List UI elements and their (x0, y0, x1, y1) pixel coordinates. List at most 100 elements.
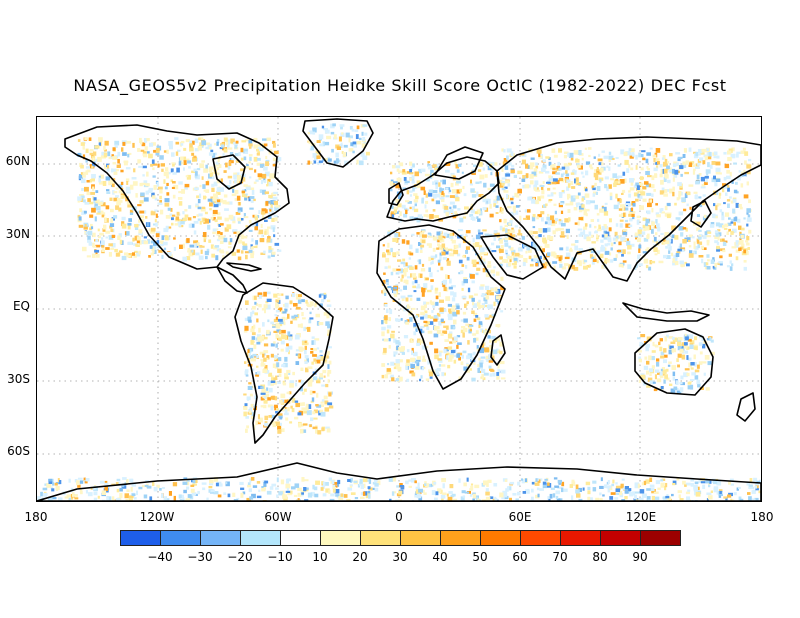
skill-cell (606, 165, 609, 168)
skill-cell (231, 193, 237, 197)
skill-cell (267, 319, 270, 323)
skill-cell (684, 484, 687, 487)
skill-cell (599, 492, 602, 496)
skill-cell (416, 342, 420, 346)
skill-cell (698, 255, 704, 258)
skill-cell (729, 260, 732, 264)
skill-cell (699, 351, 703, 355)
skill-cell (420, 375, 423, 379)
skill-cell (99, 232, 104, 236)
skill-cell (228, 241, 232, 245)
skill-cell (624, 489, 629, 494)
skill-cell (93, 491, 98, 496)
skill-cell (466, 355, 471, 360)
skill-cell (179, 156, 184, 161)
skill-cell (233, 142, 237, 145)
skill-cell (354, 497, 359, 500)
skill-cell (275, 411, 278, 414)
skill-cell (462, 239, 467, 244)
skill-cell (216, 190, 221, 195)
skill-cell (275, 310, 280, 313)
skill-cell (300, 428, 304, 434)
skill-cell (609, 195, 613, 201)
skill-cell (144, 484, 149, 487)
skill-cell (655, 161, 659, 165)
skill-cell (82, 199, 86, 203)
skill-cell (434, 348, 439, 354)
skill-cell (243, 411, 247, 417)
skill-cell (270, 395, 275, 400)
skill-cell (396, 168, 400, 172)
skill-cell (688, 253, 694, 258)
skill-cell (681, 197, 686, 203)
skill-cell (276, 477, 279, 483)
skill-cell (264, 191, 269, 195)
skill-cell (360, 492, 363, 496)
skill-cell (143, 153, 148, 158)
skill-cell (420, 186, 426, 191)
colorbar-tick-label: −40 (147, 550, 173, 564)
skill-cell (264, 357, 269, 360)
skill-cell (101, 237, 104, 240)
skill-cell (455, 189, 461, 194)
skill-cell (566, 186, 570, 191)
skill-cell (676, 197, 680, 201)
skill-cell (175, 216, 180, 221)
skill-cell (739, 237, 742, 242)
skill-cell (155, 222, 158, 227)
skill-cell (674, 169, 679, 175)
skill-cell (186, 480, 190, 486)
skill-cell (123, 160, 128, 166)
skill-cell (263, 291, 267, 297)
skill-cell (540, 211, 545, 215)
skill-cell (121, 483, 125, 488)
skill-cell (105, 236, 108, 239)
skill-cell (323, 375, 326, 378)
skill-cell (350, 492, 356, 495)
skill-cell (651, 175, 655, 181)
skill-cell (152, 244, 157, 250)
skill-cell (167, 207, 171, 211)
skill-cell (534, 180, 539, 185)
skill-cell (291, 397, 296, 403)
skill-cell (445, 162, 451, 166)
skill-cell (671, 365, 677, 370)
skill-cell (151, 159, 155, 164)
skill-cell (654, 225, 658, 229)
skill-cell (406, 304, 410, 309)
skill-cell (213, 491, 219, 495)
skill-cell (594, 230, 598, 233)
skill-cell (618, 208, 623, 211)
skill-cell (528, 231, 532, 235)
skill-cell (622, 171, 626, 176)
skill-cell (288, 334, 293, 337)
skill-cell (183, 167, 185, 171)
skill-cell (58, 497, 63, 501)
skill-cell (728, 492, 733, 497)
skill-cell (547, 235, 550, 240)
skill-cell (531, 481, 537, 485)
skill-cell (290, 320, 293, 324)
skill-cell (253, 137, 258, 143)
skill-cell (529, 162, 535, 167)
skill-cell (119, 487, 123, 492)
skill-cell (488, 365, 492, 369)
skill-cell (106, 167, 110, 172)
skill-cell (202, 184, 206, 189)
colorbar-tick-label: −10 (267, 550, 293, 564)
skill-cell (482, 198, 488, 203)
skill-cell (671, 348, 674, 353)
skill-cell (642, 198, 647, 202)
skill-cell (632, 152, 635, 157)
skill-cell (657, 487, 661, 490)
skill-cell (630, 181, 634, 186)
skill-cell (571, 186, 576, 189)
skill-cell (558, 498, 563, 501)
skill-cell (260, 405, 264, 408)
skill-cell (470, 483, 474, 486)
skill-cell (735, 240, 739, 245)
skill-cell (689, 344, 694, 349)
skill-cell (705, 479, 710, 484)
skill-cell (323, 311, 328, 316)
skill-cell (294, 416, 299, 420)
